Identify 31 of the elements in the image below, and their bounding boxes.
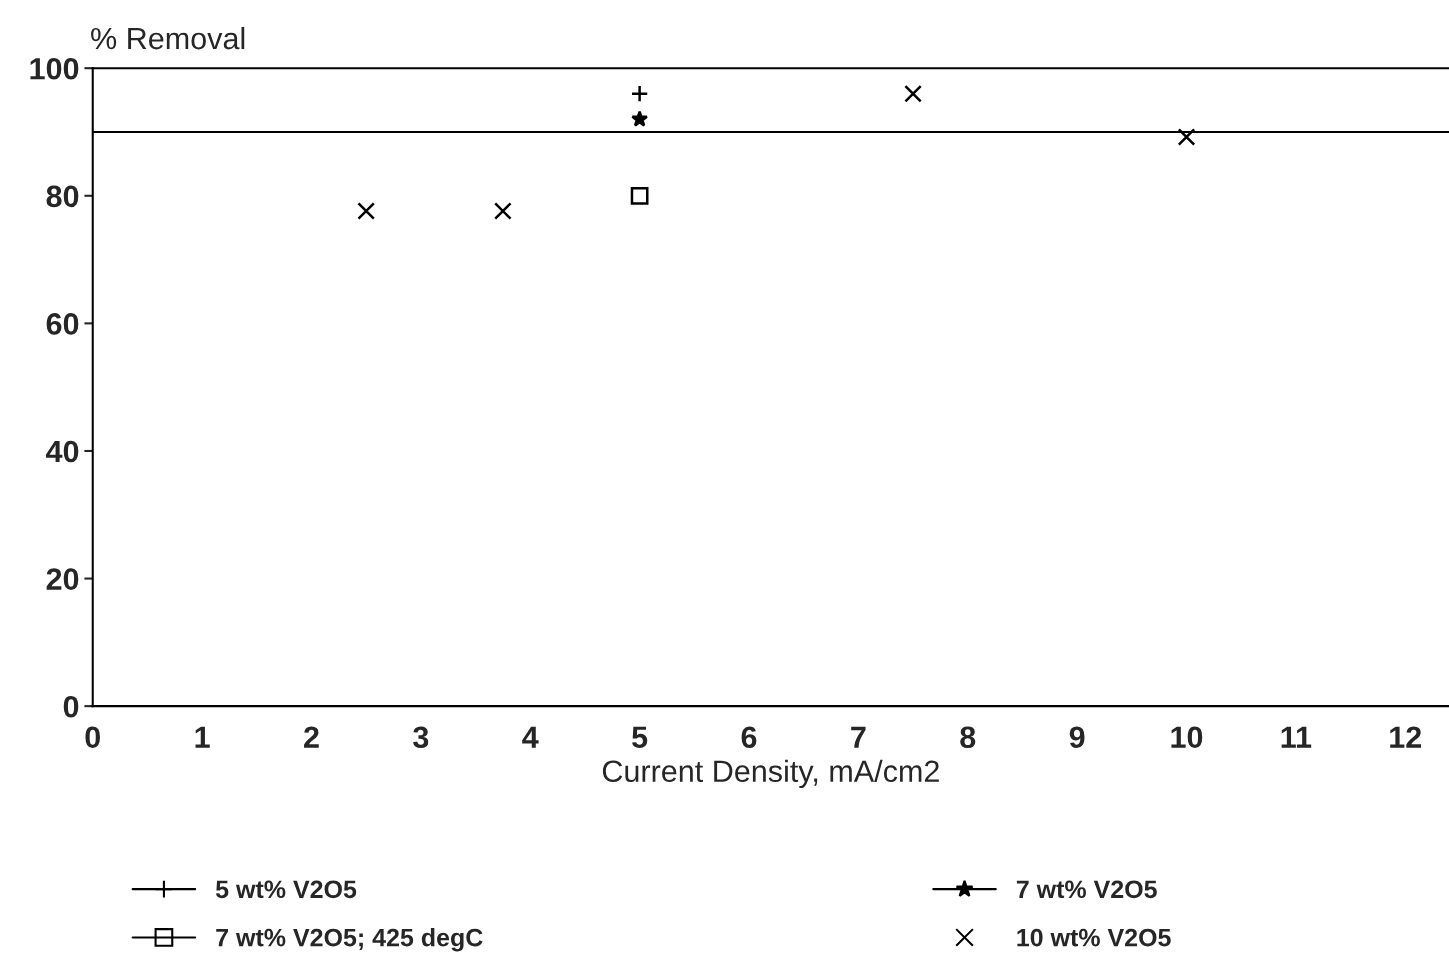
x-tick-label: 6 xyxy=(741,726,757,749)
x-tick-label: 5 xyxy=(632,726,648,749)
y-tick-label: 40 xyxy=(46,440,79,463)
point xyxy=(494,202,512,220)
y-tick-label: 100 xyxy=(30,57,79,80)
x-tick-label: 9 xyxy=(1069,726,1085,749)
legend-label: 10 wt% V2O5 xyxy=(1017,928,1171,947)
x-tick-label: 7 xyxy=(851,726,866,748)
x-tick-label: 11 xyxy=(1281,726,1312,748)
x-tick-label: 0 xyxy=(85,726,100,749)
point xyxy=(1177,128,1196,146)
x-tick-label: 1 xyxy=(195,726,210,748)
x-tick-label: 12 xyxy=(1390,726,1422,748)
x-tick-label: 2 xyxy=(304,726,319,748)
x-tick-label: 10 xyxy=(1171,726,1203,749)
x-tick-label: 8 xyxy=(960,726,976,749)
point xyxy=(357,202,376,220)
y-axis-title: % Removal xyxy=(91,26,245,50)
x-axis-title: Current Density, mA/cm2 xyxy=(602,759,939,789)
x-tick-label: 3 xyxy=(413,726,429,749)
point xyxy=(904,84,922,103)
y-tick-label: 80 xyxy=(46,185,79,208)
legend-label: 5 wt% V2O5 xyxy=(215,880,357,899)
y-tick-label: 0 xyxy=(63,695,79,718)
y-tick-label: 60 xyxy=(46,313,79,335)
point xyxy=(630,186,649,205)
y-tick-label: 20 xyxy=(46,568,79,590)
legend-label: 7 wt% V2O5 xyxy=(1016,880,1157,899)
x-tick-label: 4 xyxy=(522,726,539,748)
point xyxy=(631,110,649,127)
legend-label: 7 wt% V2O5; 425 degC xyxy=(216,928,483,952)
